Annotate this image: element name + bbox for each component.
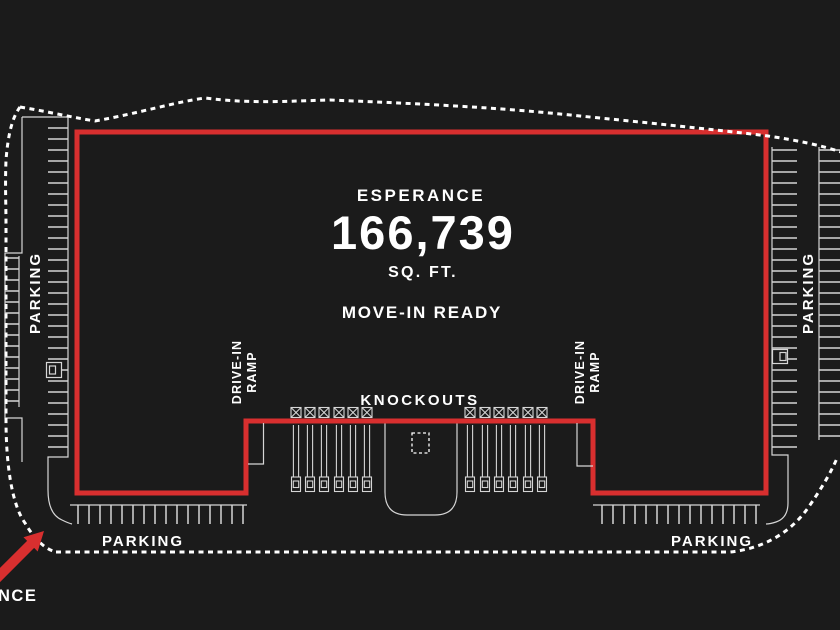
entrance-arrow-shaft — [0, 540, 35, 583]
building-outline — [74, 129, 769, 496]
boundary-left — [4, 106, 57, 554]
dock-door — [479, 406, 491, 493]
dock-door — [290, 406, 302, 493]
parking-label-bottom-left: PARKING — [102, 533, 184, 550]
building-status: MOVE-IN READY — [342, 303, 502, 322]
drive-in-ramp-label-right: DRIVE-IN RAMP — [573, 340, 602, 404]
lot-edge-left-curb — [47, 117, 73, 525]
dock-door — [318, 406, 330, 493]
utility-box-left — [45, 361, 63, 379]
drive-in-ramp-label-left: DRIVE-IN RAMP — [230, 340, 259, 404]
parking-stalls-bottom-left — [77, 505, 244, 524]
building-area-value: 166,739 — [331, 206, 515, 259]
drive-in-ramps — [248, 423, 593, 467]
drive-in-ramp-label-right-line1: DRIVE-IN — [573, 340, 587, 404]
building-title: ESPERANCE — [357, 186, 485, 205]
truck-well-outline — [384, 423, 458, 516]
dock-door — [347, 406, 359, 493]
drive-in-ramp-right — [576, 423, 593, 467]
parking-label-right: PARKING — [800, 252, 817, 334]
entrance-arrow-head — [23, 531, 44, 552]
entrance-arrow — [0, 531, 44, 583]
boundary-top — [19, 96, 840, 154]
parking-stalls-left-inner — [48, 127, 68, 448]
knockout-dock-doors — [290, 406, 548, 493]
dock-door — [361, 406, 373, 493]
dock-door — [333, 406, 345, 493]
drive-in-ramp-label-left-line2: RAMP — [245, 351, 259, 393]
knockouts-label: KNOCKOUTS — [360, 392, 479, 409]
knockout-marker — [411, 432, 430, 454]
utility-box-right-inner — [779, 351, 787, 362]
property-boundary — [4, 96, 840, 554]
dock-door — [536, 406, 548, 493]
boundary-bottom — [56, 455, 840, 554]
parking-stalls-right-inner — [772, 149, 797, 448]
dock-door — [464, 406, 476, 493]
drive-in-ramp-label-left-line1: DRIVE-IN — [230, 340, 244, 404]
dock-door — [507, 406, 519, 493]
parking-stalls-right-outer — [819, 149, 840, 437]
lot-edge-right-curb — [765, 147, 789, 525]
dock-door — [304, 406, 316, 493]
drive-in-ramp-label-right-line2: RAMP — [588, 351, 602, 393]
parking-label-bottom-right: PARKING — [671, 533, 753, 550]
building-area-unit: SQ. FT. — [388, 264, 458, 281]
parking-stalls-left-outer — [5, 257, 19, 402]
dock-door — [522, 406, 534, 493]
utility-box-left-inner — [48, 365, 57, 375]
parking-stalls-bottom-right — [601, 505, 757, 524]
entrance-label: NCE — [0, 587, 37, 605]
dock-door — [493, 406, 505, 493]
parking-label-left: PARKING — [27, 252, 44, 334]
drive-in-ramp-left — [248, 423, 265, 465]
